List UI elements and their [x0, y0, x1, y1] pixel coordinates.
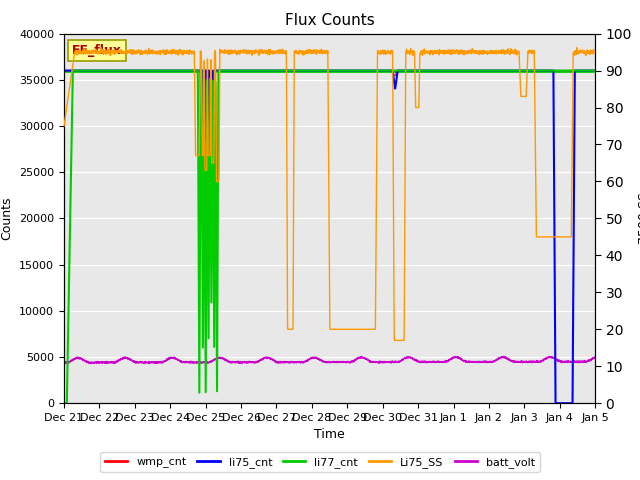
Title: Flux Counts: Flux Counts: [285, 13, 374, 28]
Y-axis label: 7500 SS: 7500 SS: [637, 192, 640, 244]
Legend: wmp_cnt, li75_cnt, li77_cnt, Li75_SS, batt_volt: wmp_cnt, li75_cnt, li77_cnt, Li75_SS, ba…: [100, 452, 540, 472]
X-axis label: Time: Time: [314, 429, 345, 442]
Text: EE_flux: EE_flux: [72, 44, 122, 57]
Y-axis label: Counts: Counts: [1, 197, 13, 240]
